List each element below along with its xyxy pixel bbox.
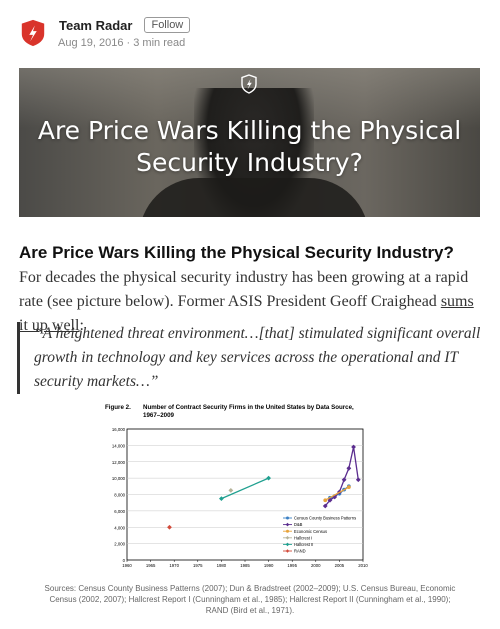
figure-caption: Sources: Census County Business Patterns…: [44, 584, 456, 615]
follow-button[interactable]: Follow: [144, 17, 191, 33]
y-tick-label: 10,000: [112, 476, 126, 481]
legend-swatch: [286, 516, 289, 520]
article-title: Are Price Wars Killing the Physical Secu…: [19, 243, 454, 262]
x-tick-label: 1995: [287, 563, 297, 568]
legend-label: Hallcrest I: [294, 535, 312, 540]
legend-swatch: [285, 536, 290, 540]
read-time: 3 min read: [133, 37, 186, 49]
author-header: Team Radar Follow Aug 19, 2016 · 3 min r…: [19, 16, 191, 56]
legend-swatch: [285, 542, 290, 547]
x-tick-label: 2005: [335, 563, 345, 568]
data-point: [346, 485, 351, 490]
x-tick-label: 1980: [217, 563, 227, 568]
shield-logo-icon: [241, 74, 257, 94]
author-name[interactable]: Team Radar: [59, 17, 133, 33]
legend-label: Hallcrest II: [294, 542, 313, 547]
data-point: [346, 465, 352, 471]
post-date[interactable]: Aug 19, 2016: [58, 37, 124, 49]
post-meta: Aug 19, 2016 · 3 min read: [58, 37, 190, 49]
y-tick-label: 6,000: [114, 509, 125, 514]
data-point: [266, 475, 271, 481]
radar-logo-icon[interactable]: [19, 19, 47, 47]
meta-separator: ·: [126, 37, 131, 49]
legend-swatch: [286, 529, 289, 533]
figure-label: Figure 2.: [105, 404, 131, 411]
article-intro: For decades the physical security indust…: [19, 269, 474, 334]
chart-svg: 0 2,000 4,000 6,000 8,000 10,000 12,000 14,000 1…: [112, 427, 369, 568]
x-tick-label: 1965: [146, 563, 156, 568]
legend-label: RAND: [294, 549, 306, 554]
hero-image: Are Price Wars Killing the Physical Secu…: [19, 68, 480, 217]
y-tick-label: 2,000: [114, 542, 125, 547]
legend-label: D&B: [294, 522, 303, 527]
y-tick-label: 12,000: [112, 460, 126, 465]
author-meta: Team Radar Follow Aug 19, 2016 · 3 min r…: [58, 16, 191, 49]
y-tick-label: 0: [123, 558, 126, 563]
x-tick-label: 1990: [264, 563, 274, 568]
legend-swatch: [285, 522, 290, 527]
hero-title: Are Price Wars Killing the Physical Secu…: [37, 116, 462, 177]
data-point: [355, 477, 361, 483]
series-line: [221, 477, 269, 500]
y-tick-label: 16,000: [112, 427, 126, 432]
figure-title: Number of Contract Security Firms in the…: [143, 404, 354, 419]
data-point: [323, 498, 328, 503]
data-point: [322, 503, 328, 509]
data-point: [341, 477, 347, 483]
y-tick-label: 8,000: [114, 493, 125, 498]
x-tick-label: 2000: [311, 563, 321, 568]
legend-label: Economic Census: [294, 529, 327, 534]
x-tick-label: 1960: [122, 563, 132, 568]
data-point: [327, 497, 333, 503]
y-tick-label: 4,000: [114, 525, 125, 530]
x-tick-label: 1985: [240, 563, 250, 568]
x-tick-label: 1975: [193, 563, 203, 568]
legend-label: Census County Business Patterns: [294, 516, 356, 521]
sums-it-up-link[interactable]: sums it up well: [19, 293, 474, 334]
block-quote: “A heightened threat environment…[that] …: [17, 322, 499, 394]
figure-chart: Figure 2. Number of Contract Security Fi…: [101, 404, 373, 577]
x-tick-label: 2010: [358, 563, 368, 568]
y-tick-label: 14,000: [112, 443, 126, 448]
series-line: [324, 486, 350, 501]
x-tick-label: 1970: [169, 563, 179, 568]
data-point: [351, 444, 356, 450]
data-point: [167, 524, 172, 530]
